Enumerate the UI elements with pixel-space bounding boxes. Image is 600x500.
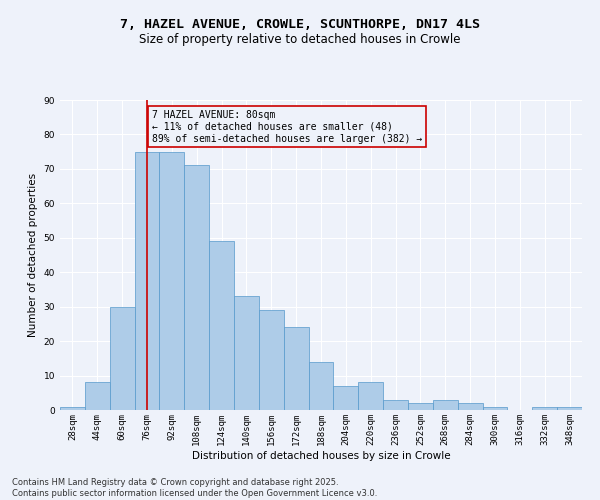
- Bar: [85, 382, 110, 410]
- Bar: [184, 166, 209, 410]
- Bar: [110, 306, 134, 410]
- Y-axis label: Number of detached properties: Number of detached properties: [28, 173, 38, 337]
- Bar: [557, 406, 582, 410]
- Bar: [160, 152, 184, 410]
- Text: 7 HAZEL AVENUE: 80sqm
← 11% of detached houses are smaller (48)
89% of semi-deta: 7 HAZEL AVENUE: 80sqm ← 11% of detached …: [152, 110, 422, 144]
- Bar: [408, 403, 433, 410]
- Text: Size of property relative to detached houses in Crowle: Size of property relative to detached ho…: [139, 32, 461, 46]
- Bar: [482, 406, 508, 410]
- Bar: [433, 400, 458, 410]
- X-axis label: Distribution of detached houses by size in Crowle: Distribution of detached houses by size …: [191, 450, 451, 460]
- Bar: [358, 382, 383, 410]
- Bar: [60, 406, 85, 410]
- Bar: [259, 310, 284, 410]
- Text: Contains HM Land Registry data © Crown copyright and database right 2025.
Contai: Contains HM Land Registry data © Crown c…: [12, 478, 377, 498]
- Text: 7, HAZEL AVENUE, CROWLE, SCUNTHORPE, DN17 4LS: 7, HAZEL AVENUE, CROWLE, SCUNTHORPE, DN1…: [120, 18, 480, 30]
- Bar: [532, 406, 557, 410]
- Bar: [458, 403, 482, 410]
- Bar: [134, 152, 160, 410]
- Bar: [308, 362, 334, 410]
- Bar: [209, 241, 234, 410]
- Bar: [234, 296, 259, 410]
- Bar: [284, 328, 308, 410]
- Bar: [334, 386, 358, 410]
- Bar: [383, 400, 408, 410]
